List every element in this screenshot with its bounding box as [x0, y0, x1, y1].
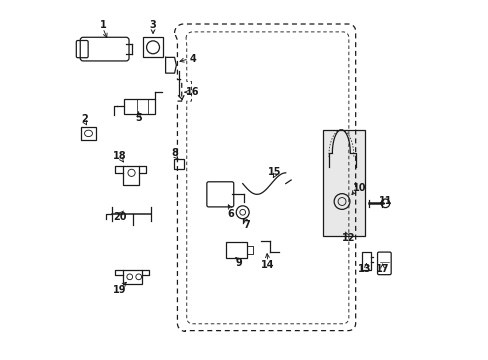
Text: 8: 8: [171, 148, 178, 158]
FancyBboxPatch shape: [323, 130, 364, 235]
Bar: [122, 270, 142, 284]
Text: 13: 13: [357, 264, 370, 274]
Bar: [174, 159, 184, 169]
Text: 7: 7: [243, 220, 249, 230]
Text: 19: 19: [113, 285, 126, 296]
Text: 18: 18: [113, 150, 126, 161]
Bar: [122, 166, 139, 185]
Bar: [225, 242, 247, 258]
Text: 11: 11: [379, 196, 392, 206]
Text: 2: 2: [81, 114, 88, 124]
Text: 15: 15: [268, 167, 281, 177]
Text: 16: 16: [185, 87, 199, 97]
Text: 9: 9: [235, 258, 241, 268]
Text: 14: 14: [261, 260, 274, 270]
Text: 20: 20: [113, 212, 126, 221]
Text: 17: 17: [375, 264, 388, 274]
Bar: [124, 99, 155, 114]
Text: 5: 5: [135, 113, 142, 123]
Text: 1: 1: [99, 20, 106, 30]
Bar: [142, 37, 163, 57]
Text: 4: 4: [189, 54, 196, 64]
Text: 10: 10: [352, 183, 365, 193]
Text: 6: 6: [227, 209, 234, 219]
Bar: [362, 252, 370, 270]
Bar: [81, 127, 96, 140]
Text: 12: 12: [341, 233, 354, 243]
Text: 3: 3: [149, 20, 156, 30]
